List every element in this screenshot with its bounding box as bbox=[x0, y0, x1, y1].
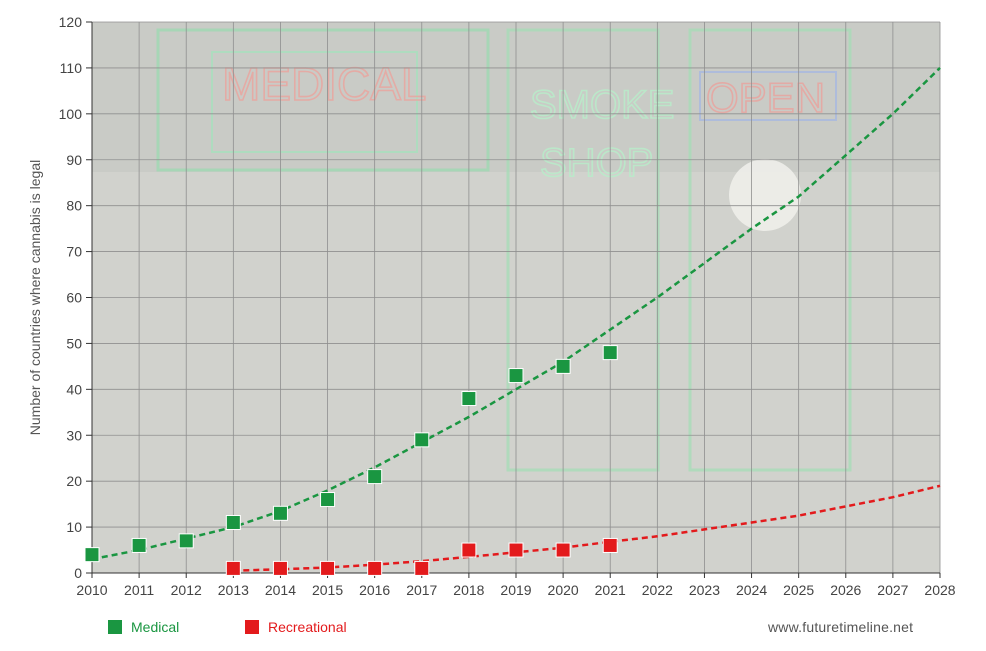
point-medical bbox=[178, 533, 194, 549]
x-tick-label: 2019 bbox=[500, 582, 531, 598]
point-medical bbox=[320, 492, 336, 508]
y-tick-label: 30 bbox=[66, 427, 82, 443]
x-tick-label: 2016 bbox=[359, 582, 390, 598]
point-medical bbox=[414, 432, 430, 448]
neon-text-medical: MEDICAL bbox=[222, 58, 426, 110]
point-medical bbox=[602, 345, 618, 361]
x-tick-label: 2017 bbox=[406, 582, 437, 598]
point-recreational bbox=[414, 560, 430, 576]
x-tick-label: 2027 bbox=[877, 582, 908, 598]
y-tick-label: 120 bbox=[59, 14, 83, 30]
point-recreational bbox=[367, 560, 383, 576]
x-tick-label: 2011 bbox=[124, 582, 154, 598]
data-points bbox=[84, 345, 618, 576]
point-medical bbox=[272, 505, 288, 521]
point-recreational bbox=[272, 560, 288, 576]
y-tick-label: 0 bbox=[74, 565, 82, 581]
x-tick-label: 2023 bbox=[689, 582, 720, 598]
neon-text-shop: SHOP bbox=[540, 141, 653, 185]
x-tick-label: 2025 bbox=[783, 582, 814, 598]
y-tick-label: 40 bbox=[66, 381, 82, 397]
legend-recreational-label: Recreational bbox=[268, 619, 347, 635]
x-tick-label: 2026 bbox=[830, 582, 861, 598]
legend-medical-label: Medical bbox=[131, 619, 180, 635]
point-medical bbox=[461, 391, 477, 407]
point-medical bbox=[225, 514, 241, 530]
x-tick-label: 2020 bbox=[548, 582, 579, 598]
y-tick-label: 60 bbox=[66, 290, 82, 306]
x-tick-label: 2028 bbox=[924, 582, 955, 598]
x-tick-label: 2012 bbox=[171, 582, 202, 598]
point-recreational bbox=[602, 537, 618, 553]
point-recreational bbox=[320, 560, 336, 576]
y-tick-label: 70 bbox=[66, 244, 82, 260]
point-recreational bbox=[555, 542, 571, 558]
x-tick-label: 2014 bbox=[265, 582, 296, 598]
legend-medical-swatch bbox=[108, 620, 122, 634]
legend-item-medical: Medical bbox=[108, 619, 179, 635]
point-medical bbox=[84, 547, 100, 563]
y-tick-label: 10 bbox=[66, 519, 82, 535]
trend-line-recreational bbox=[233, 484, 941, 572]
point-recreational bbox=[225, 560, 241, 576]
grid bbox=[91, 21, 941, 574]
x-tick-label: 2013 bbox=[218, 582, 249, 598]
neon-frame-inner bbox=[211, 51, 418, 153]
legend-item-recreational: Recreational bbox=[245, 619, 347, 635]
neon-text-smoke: SMOKE bbox=[530, 83, 674, 127]
point-recreational bbox=[461, 542, 477, 558]
x-tick-label: 2022 bbox=[642, 582, 673, 598]
legend-recreational-swatch bbox=[245, 620, 259, 634]
neon-frame-open bbox=[699, 71, 837, 121]
x-tick-label: 2010 bbox=[76, 582, 107, 598]
y-tick-label: 110 bbox=[60, 60, 83, 76]
y-tick-label: 90 bbox=[66, 152, 82, 168]
x-tick-label: 2015 bbox=[312, 582, 343, 598]
source-credit: www.futuretimeline.net bbox=[768, 619, 914, 635]
point-medical bbox=[555, 358, 571, 374]
x-tick-label: 2021 bbox=[595, 582, 626, 598]
point-recreational bbox=[508, 542, 524, 558]
y-tick-label: 50 bbox=[66, 335, 82, 351]
x-tick-label: 2018 bbox=[453, 582, 484, 598]
point-medical bbox=[367, 469, 383, 485]
axes: 0 10 20 30 40 50 60 70 80 90 100 110 120 2010 2011 2012… bbox=[59, 14, 956, 598]
y-axis-label: Number of countries where cannabis is le… bbox=[27, 160, 43, 435]
y-tick-label: 20 bbox=[66, 473, 82, 489]
neon-frame-medical bbox=[156, 28, 490, 172]
neon-frame-window bbox=[688, 28, 852, 472]
point-medical bbox=[131, 537, 147, 553]
y-tick-label: 80 bbox=[66, 198, 82, 214]
x-tick-label: 2024 bbox=[736, 582, 767, 598]
neon-frame-door bbox=[506, 28, 660, 472]
y-tick-label: 100 bbox=[59, 106, 83, 122]
lamp-glow bbox=[729, 159, 801, 231]
point-medical bbox=[508, 368, 524, 384]
